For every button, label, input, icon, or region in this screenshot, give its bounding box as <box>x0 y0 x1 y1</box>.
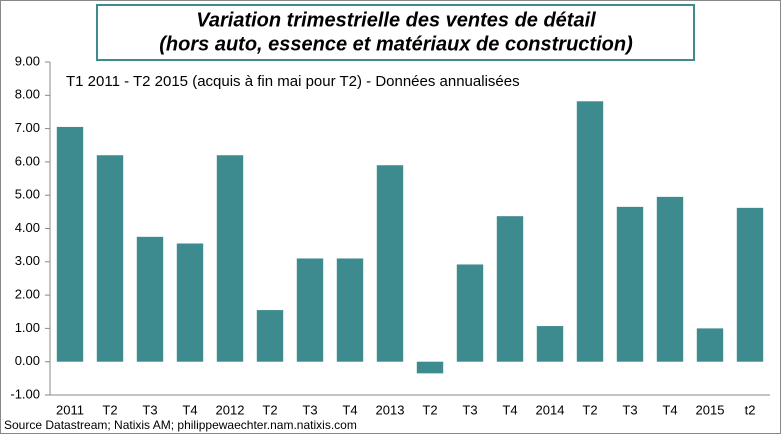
bar <box>56 126 84 362</box>
x-tick-label: T3 <box>462 402 477 417</box>
bar <box>616 206 644 362</box>
y-tick-label: 8.00 <box>15 87 40 102</box>
bar <box>496 216 524 362</box>
y-tick-label: 7.00 <box>15 120 40 135</box>
bar <box>696 328 724 362</box>
title-box <box>96 4 695 61</box>
x-tick-label: T2 <box>422 402 437 417</box>
x-tick-label: t2 <box>745 402 756 417</box>
y-tick-label: 3.00 <box>15 253 40 268</box>
y-tick-label: 6.00 <box>15 153 40 168</box>
x-tick-label: T2 <box>102 402 117 417</box>
bar <box>536 326 564 362</box>
y-tick-label: 2.00 <box>15 287 40 302</box>
y-tick-label: 5.00 <box>15 187 40 202</box>
x-tick-label: 2012 <box>216 402 245 417</box>
x-tick-label: 2014 <box>536 402 565 417</box>
bar <box>176 243 204 362</box>
y-tick-label: -1.00 <box>10 386 40 401</box>
bar <box>736 207 764 362</box>
bar <box>456 264 484 362</box>
x-tick-label: 2011 <box>56 402 84 417</box>
x-tick-label: T4 <box>342 402 357 417</box>
y-tick-label: 9.00 <box>15 53 40 68</box>
x-tick-label: T3 <box>622 402 637 417</box>
bar <box>416 361 444 374</box>
x-tick-label: 2013 <box>376 402 405 417</box>
chart-title: Variation trimestrielle des ventes de dé… <box>196 9 596 31</box>
bar <box>336 258 364 362</box>
subtitle: T1 2011 - T2 2015 (acquis à fin mai pour… <box>66 73 520 90</box>
y-tick-label: 1.00 <box>15 320 40 335</box>
x-tick-label: T4 <box>182 402 197 417</box>
x-tick-label: T2 <box>262 402 277 417</box>
x-tick-label: T3 <box>302 402 317 417</box>
chart-title: (hors auto, essence et matériaux de cons… <box>159 33 633 55</box>
y-tick-label: 0.00 <box>15 353 40 368</box>
bar <box>656 196 684 362</box>
bar <box>296 258 324 362</box>
y-tick-label: 4.00 <box>15 220 40 235</box>
x-tick-label: T4 <box>662 402 677 417</box>
source: Source Datastream; Natixis AM; philippew… <box>4 418 357 432</box>
x-tick-label: T4 <box>502 402 517 417</box>
x-tick-label: 2015 <box>696 402 725 417</box>
x-tick-label: T3 <box>142 402 157 417</box>
bar <box>216 155 244 362</box>
bar <box>136 236 164 362</box>
bar <box>376 165 404 362</box>
bar <box>256 310 284 362</box>
x-tick-label: T2 <box>582 402 597 417</box>
bar <box>96 155 124 362</box>
bar <box>576 101 604 362</box>
